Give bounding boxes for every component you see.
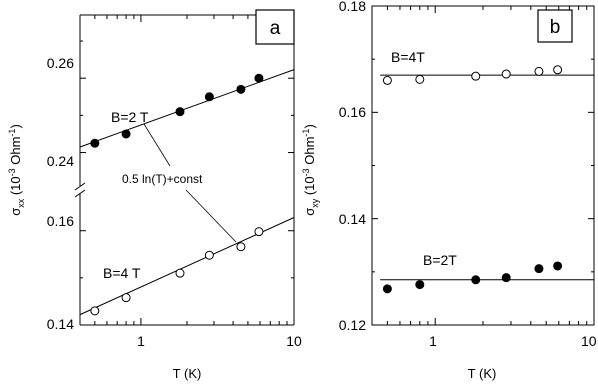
data-point-a-1 xyxy=(254,227,264,237)
data-point-a-1 xyxy=(175,268,185,278)
panel-a-y-label-exp1: -3 xyxy=(7,168,17,176)
panel-a-y-label-exp2: -1 xyxy=(7,129,17,137)
panel-a-y-label-symbol: σ xyxy=(8,208,23,216)
data-point-b-0 xyxy=(501,69,511,79)
data-point-a-0 xyxy=(236,84,246,94)
data-point-a-0 xyxy=(121,129,131,139)
annotation-background xyxy=(120,169,232,188)
panel-a-tick-x-10: 10 xyxy=(286,333,302,349)
panel-b-x-label: T (K) xyxy=(468,366,497,381)
panel-b-tick-y-0.12: 0.12 xyxy=(339,317,366,333)
panel-a-letter: a xyxy=(270,18,281,39)
data-point-b-1 xyxy=(501,273,511,283)
series-label-b4t-a: B=4 T xyxy=(103,265,141,281)
panel-b-y-label-subscript: xy xyxy=(310,198,320,208)
panel-a-y-label: σxx (10-3 Ohm-1) xyxy=(7,124,26,216)
series-label-b4t-b: B=4T xyxy=(391,49,425,65)
panel-a-tick-y-0.16: 0.16 xyxy=(47,213,74,229)
panel-b-y-label-exp2: -1 xyxy=(301,129,311,137)
annotation-pointer-lower xyxy=(185,189,237,243)
panel-a-tick-y-0.24: 0.24 xyxy=(47,153,74,169)
data-point-b-1 xyxy=(471,275,481,285)
data-point-a-1 xyxy=(90,306,100,316)
data-point-a-1 xyxy=(204,250,214,260)
panel-b-tick-x-1: 1 xyxy=(429,333,437,349)
panel-b-y-label-symbol: σ xyxy=(302,208,317,216)
data-point-b-0 xyxy=(415,74,425,84)
axis-break-mark xyxy=(74,182,86,198)
data-point-a-0 xyxy=(175,107,185,117)
panel-a-tick-y-0.14: 0.14 xyxy=(47,316,74,332)
panel-a-y-label-subscript: xx xyxy=(16,198,26,208)
data-point-b-1 xyxy=(415,280,425,290)
panel-b-tick-y-0.16: 0.16 xyxy=(339,104,366,120)
data-point-b-1 xyxy=(553,261,563,271)
panel-b-y-label-unit: Ohm xyxy=(302,137,317,169)
data-point-a-0 xyxy=(204,92,214,102)
panel-a-y-label-text: (10 xyxy=(8,176,23,198)
panel-a: 0.26 0.24 0.16 0.14 1 10 T (K) σxx (10-3… xyxy=(7,9,302,381)
panel-b-tick-x-10: 10 xyxy=(581,333,597,349)
panel-a-x-label: T (K) xyxy=(173,366,202,381)
series-label-b2t-b: B=2T xyxy=(423,252,457,268)
series-label-b2t-a: B=2 T xyxy=(111,109,149,125)
data-point-b-1 xyxy=(382,284,392,294)
data-point-a-1 xyxy=(121,293,131,303)
panel-b-y-label-close: ) xyxy=(302,124,317,128)
panel-a-y-label-close: ) xyxy=(8,124,23,128)
panel-b-y-label-exp1: -3 xyxy=(301,168,311,176)
panel-b-y-label: σxy (10-3 Ohm-1) xyxy=(301,124,320,216)
data-point-b-0 xyxy=(553,65,563,75)
panel-b-tick-y-0.18: 0.18 xyxy=(339,0,366,14)
annotation-text: 0.5 ln(T)+const xyxy=(122,172,203,186)
data-point-b-0 xyxy=(471,71,481,81)
data-point-a-0 xyxy=(90,138,100,148)
data-point-a-0 xyxy=(254,73,264,83)
panel-b-letter: b xyxy=(550,17,561,38)
data-point-b-0 xyxy=(382,75,392,85)
panel-a-letter-box xyxy=(255,9,295,45)
panel-a-tick-y-0.26: 0.26 xyxy=(47,55,74,71)
panel-b-tick-y-0.14: 0.14 xyxy=(339,211,366,227)
data-point-a-1 xyxy=(236,242,246,252)
data-point-b-1 xyxy=(534,264,544,274)
panel-a-tick-x-1: 1 xyxy=(137,333,145,349)
data-point-b-0 xyxy=(534,66,544,76)
panel-b: 0.18 0.16 0.14 0.12 1 10 T (K) σxy (10-3… xyxy=(301,0,597,381)
annotation-pointer-upper xyxy=(143,123,171,167)
panel-b-letter-box xyxy=(537,9,573,43)
panel-a-y-label-unit: Ohm xyxy=(8,137,23,169)
panel-b-y-label-text: (10 xyxy=(302,176,317,198)
